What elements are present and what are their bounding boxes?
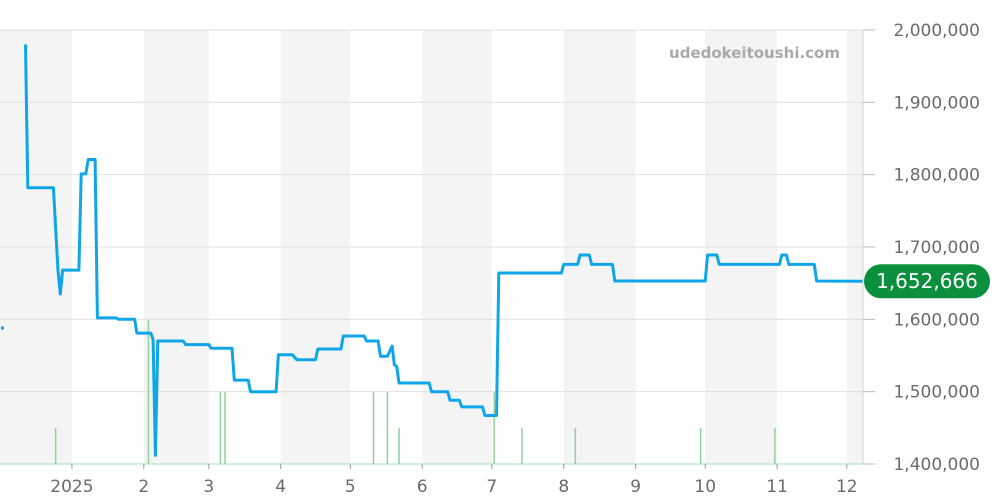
x-tick-label: 2 [138,477,149,497]
x-tick-label: 6 [417,477,428,497]
y-axis: 1,400,000 1,500,000 1,600,000 1,700,000 1,80… [862,21,980,475]
x-tick-label: 2025 [50,477,93,497]
x-tick-label: 12 [836,477,858,497]
watermark: udedokeitoushi.com [669,44,840,62]
isolated-price-point [1,326,4,330]
x-tick-label: 7 [486,477,497,497]
price-series-line [24,44,864,457]
y-tick-label: 1,700,000 [893,238,980,258]
x-tick-label: 5 [345,477,356,497]
x-tick-label: 9 [630,477,641,497]
y-tick-label: 1,800,000 [893,166,980,186]
y-tick-label: 1,600,000 [893,310,980,330]
x-axis: 2025 2 3 4 5 6 7 8 9 10 11 12 [0,463,863,497]
volume-bars [54,320,776,464]
current-value-badge: 1,652,666 [864,264,990,299]
current-value-badge-bg [864,264,990,299]
current-value-label: 1,652,666 [876,269,978,293]
x-tick-label: 4 [275,477,286,497]
x-tick-label: 8 [558,477,569,497]
y-tick-label: 2,000,000 [893,21,980,41]
x-tick-label: 3 [203,477,214,497]
price-line [1,44,864,457]
y-tick-label: 1,500,000 [893,383,980,403]
grid-lines [0,29,863,465]
y-tick-label: 1,400,000 [893,455,980,475]
x-tick-label: 11 [766,477,788,497]
x-tick-label: 10 [694,477,716,497]
y-tick-label: 1,900,000 [893,93,980,113]
